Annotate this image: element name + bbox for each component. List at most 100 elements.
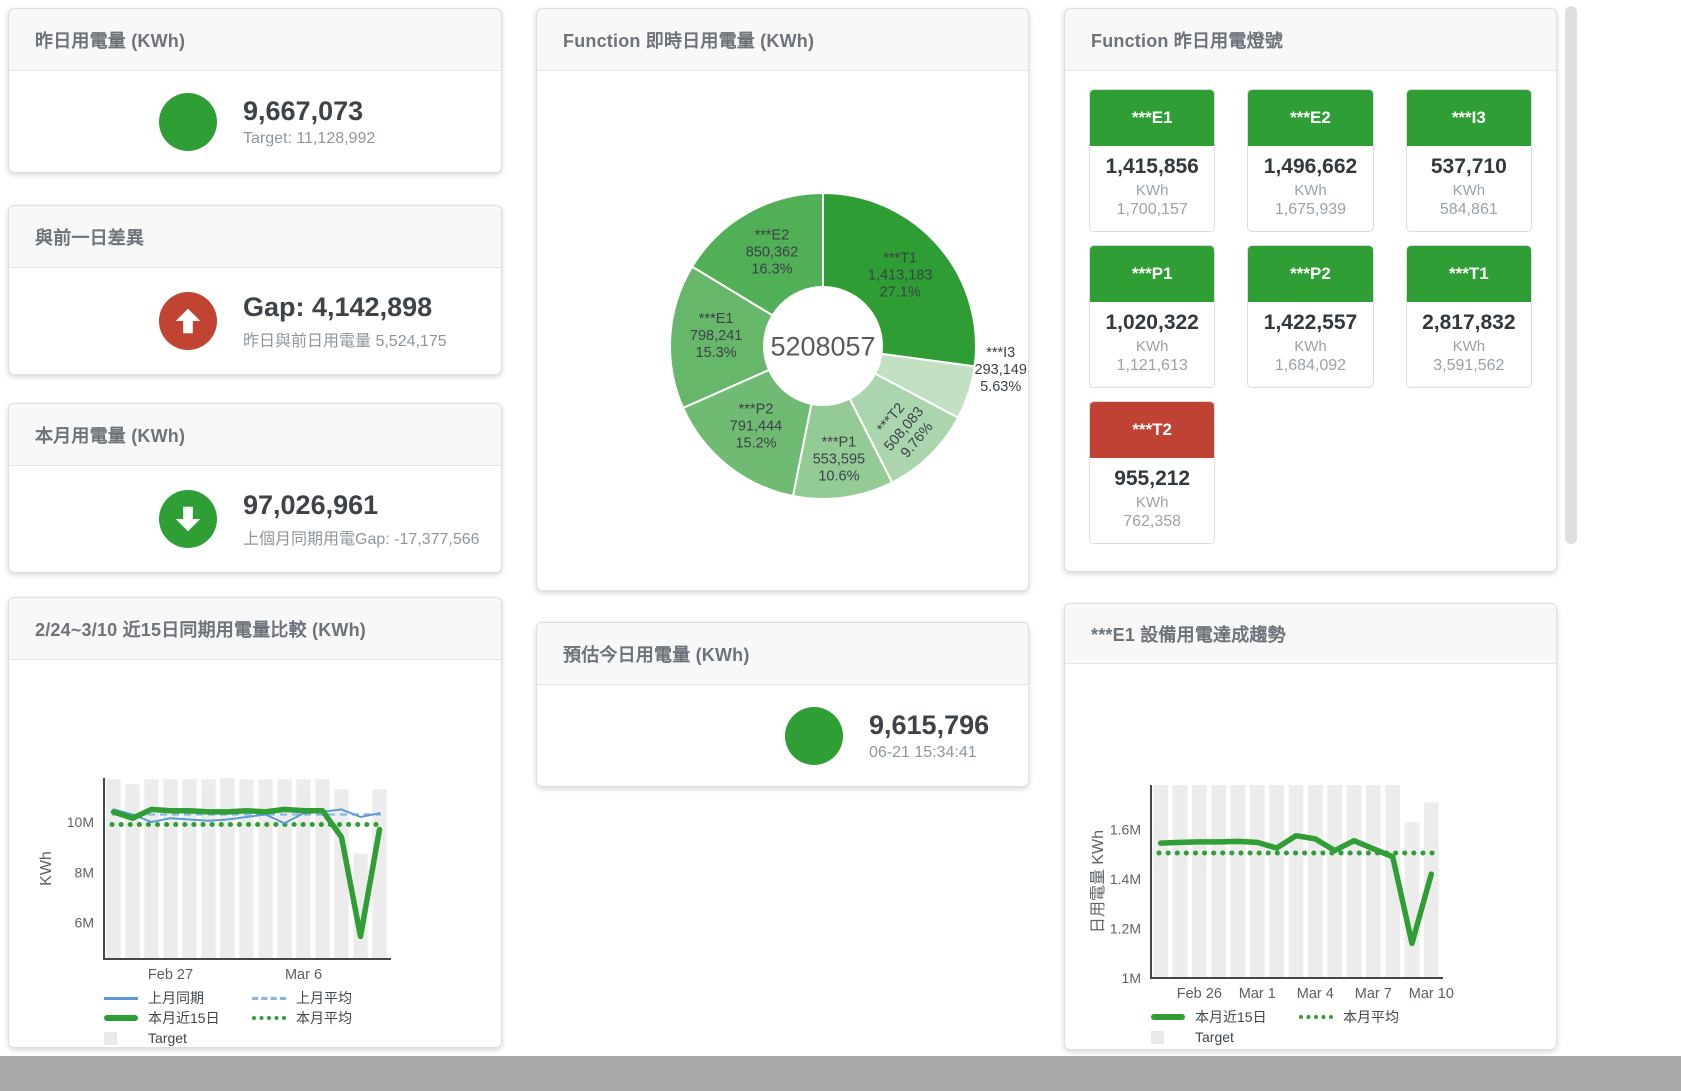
e1-trend-xtick: Mar 1 [1239,986,1276,1002]
compare-xtick: Mar 6 [285,967,322,983]
light-tile-header-T1: ***T1 [1406,246,1531,302]
legend-label-this-month: 本月近15日 [148,1010,220,1026]
card-status-lights: Function 昨日用電燈號 ***E1 1,415,856 KWh 1,700,1… [1064,8,1557,572]
stat-body: 9,667,073 Target: 11,128,992 [9,71,501,172]
compare-target-bars [106,778,387,959]
compare-ytick: 6M [75,915,94,931]
legend-swatch-this-month-avg [252,1016,286,1020]
legend-swatch-target [1151,1030,1185,1044]
light-tile-value-E2: 1,496,662 [1263,155,1358,178]
status-circle-icon [159,92,217,151]
light-tile-value-P2: 1,422,557 [1263,311,1358,334]
legend-label-this-month: 本月近15日 [1195,1009,1267,1025]
donut-label-P2: ***P2 791,444 15.2% [730,402,782,452]
light-tile-header-E1: ***E1 [1090,90,1215,146]
light-tile-unit-I3: KWh [1452,182,1486,199]
light-tile-I3: ***I3 537,710 KWh 584,861 [1405,89,1532,232]
legend-item-target: Target [1151,1029,1299,1045]
card-header: Function 昨日用電燈號 [1065,9,1556,71]
light-tile-unit-E2: KWh [1294,182,1327,199]
card-yesterday-usage: 昨日用電量 (KWh) 9,667,073 Target: 11,128,992 [8,8,502,173]
e1-trend-legend-row: Target [1151,1027,1447,1047]
light-tile-header-P1: ***P1 [1090,246,1215,302]
compare-ylabel: KWh [38,851,55,886]
legend-item-target: Target [104,1030,252,1046]
e1-trend-target-bars [1153,785,1439,978]
light-tile-header-I3: ***I3 [1406,90,1531,146]
card-title-realtime: Function 即時日用電量 (KWh) [563,30,815,51]
card-compare-chart: 2/24~3/10 近15日同期用電量比較 (KWh) 6M 8M 10M Feb 2… [8,597,502,1048]
light-tile-body-I3: 537,710 KWh 584,861 [1407,146,1531,231]
stat-text: 9,667,073 Target: 11,128,992 [243,95,375,148]
compare-this-month-line [110,806,383,940]
status-circle-icon [159,490,217,548]
status-circle-icon [785,706,843,765]
e1-trend-ytick: 1.6M [1110,822,1141,838]
card-month-usage: 本月用電量 (KWh) 97,026,961 上個月同期用電Gap: -17,3… [8,403,502,573]
e1-trend-legend-row: 本月近15日 本月平均 [1151,1007,1447,1027]
light-tile-header-T2: ***T2 [1090,402,1215,458]
card-title-day-gap: 與前一日差異 [35,227,145,248]
e1-trend-this-month-line [1157,832,1435,947]
light-tile-E2: ***E2 1,496,662 KWh 1,675,939 [1247,89,1374,232]
stat-text: 9,615,796 06-21 15:34:41 [869,709,989,762]
legend-label-this-month-avg: 本月平均 [296,1010,352,1026]
light-tile-value-I3: 537,710 [1430,155,1507,178]
light-tile-P2: ***P2 1,422,557 KWh 1,684,092 [1247,245,1374,388]
compare-legend-row: 上月同期 上月平均 [104,988,400,1008]
donut-label-T1: ***T1 1,413,183 27.1% [868,251,933,301]
stat-text: 97,026,961 上個月同期用電Gap: -17,377,566 [243,489,480,548]
stat-body: 97,026,961 上個月同期用電Gap: -17,377,566 [9,466,501,572]
light-tile-unit-E1: KWh [1135,182,1169,199]
card-header: 本月用電量 (KWh) [9,404,501,466]
lights-grid: ***E1 1,415,856 KWh 1,700,157 ***E2 1,496,662… [1065,71,1556,562]
yesterday-target-label: Target: 11,128,992 [243,130,376,148]
compare-legend-row: Target [104,1028,400,1047]
legend-label-target: Target [1195,1029,1234,1045]
down-arrow-icon [175,506,201,532]
donut-label-P1: ***P1 553,595 10.6% [813,435,865,485]
legend-item-this-month-avg: 本月平均 [1299,1007,1447,1027]
compare-last-month-line [112,808,381,825]
card-title-lights: Function 昨日用電燈號 [1091,30,1283,51]
compare-ytick: 10M [67,814,94,830]
card-title-e1-trend: ***E1 設備用電達成趨勢 [1091,624,1286,645]
light-tile-unit-T1: KWh [1452,338,1486,355]
light-tile-unit-P2: KWh [1294,338,1327,355]
light-tile-body-E2: 1,496,662 KWh 1,675,939 [1248,146,1372,231]
realtime-donut-chart: 5208057 ***T1 1,413,183 27.1% ***I3 293,149 5.… [669,191,1027,501]
legend-item-this-month-avg: 本月平均 [252,1008,400,1028]
compare-legend: 上月同期 上月平均本月近15日 本月平均 Target [104,988,400,1047]
card-header: 2/24~3/10 近15日同期用電量比較 (KWh) [9,598,501,660]
legend-label-last-month: 上月同期 [148,990,204,1006]
estimate-value: 9,615,796 [869,709,990,740]
status-circle-icon [159,292,217,350]
legend-swatch-this-month [104,1015,138,1021]
stat-text: Gap: 4,142,898 昨日與前日用電量 5,524,175 [243,291,447,350]
month-gap-sub: 上個月同期用電Gap: -17,377,566 [243,530,480,548]
card-header: 預估今日用電量 (KWh) [537,623,1028,685]
card-title-yesterday: 昨日用電量 (KWh) [35,30,186,51]
light-tile-header-P2: ***P2 [1248,246,1373,302]
legend-swatch-target [104,1031,138,1045]
e1-trend-ytick: 1.2M [1110,921,1141,937]
compare-chart: 6M 8M 10M Feb 27 Mar 6 KWh [38,778,391,983]
e1-trend-chart: 1M 1.2M 1.4M 1.6M Feb 26 Mar 1 Mar 4 Mar 7 Mar 1… [1090,785,1454,1002]
e1-trend-xtick: Mar 4 [1297,986,1334,1002]
card-realtime-donut: Function 即時日用電量 (KWh) 5208057 ***T1 1,413,… [536,8,1029,591]
light-tile-target-I3: 584,861 [1439,201,1498,218]
e1-trend-xtick: Mar 10 [1409,986,1454,1002]
e1-trend-legend: 本月近15日 本月平均 Target [1151,1007,1447,1047]
light-tile-unit-P1: KWh [1135,338,1169,355]
day-gap-sub: 昨日與前日用電量 5,524,175 [243,332,447,350]
legend-item-this-month: 本月近15日 [1151,1007,1299,1027]
estimate-timestamp: 06-21 15:34:41 [869,744,977,762]
month-value: 97,026,961 [243,490,379,521]
card-header: 昨日用電量 (KWh) [9,9,501,71]
footer-band [0,1056,1681,1091]
card-day-gap: 與前一日差異 Gap: 4,142,898 昨日與前日用電量 5,524,175 [8,205,502,375]
legend-label-this-month-avg: 本月平均 [1343,1009,1399,1025]
light-tile-target-E1: 1,700,157 [1116,201,1188,218]
card-title-compare: 2/24~3/10 近15日同期用電量比較 (KWh) [35,619,366,640]
vertical-scrollbar-thumb[interactable] [1565,6,1577,544]
